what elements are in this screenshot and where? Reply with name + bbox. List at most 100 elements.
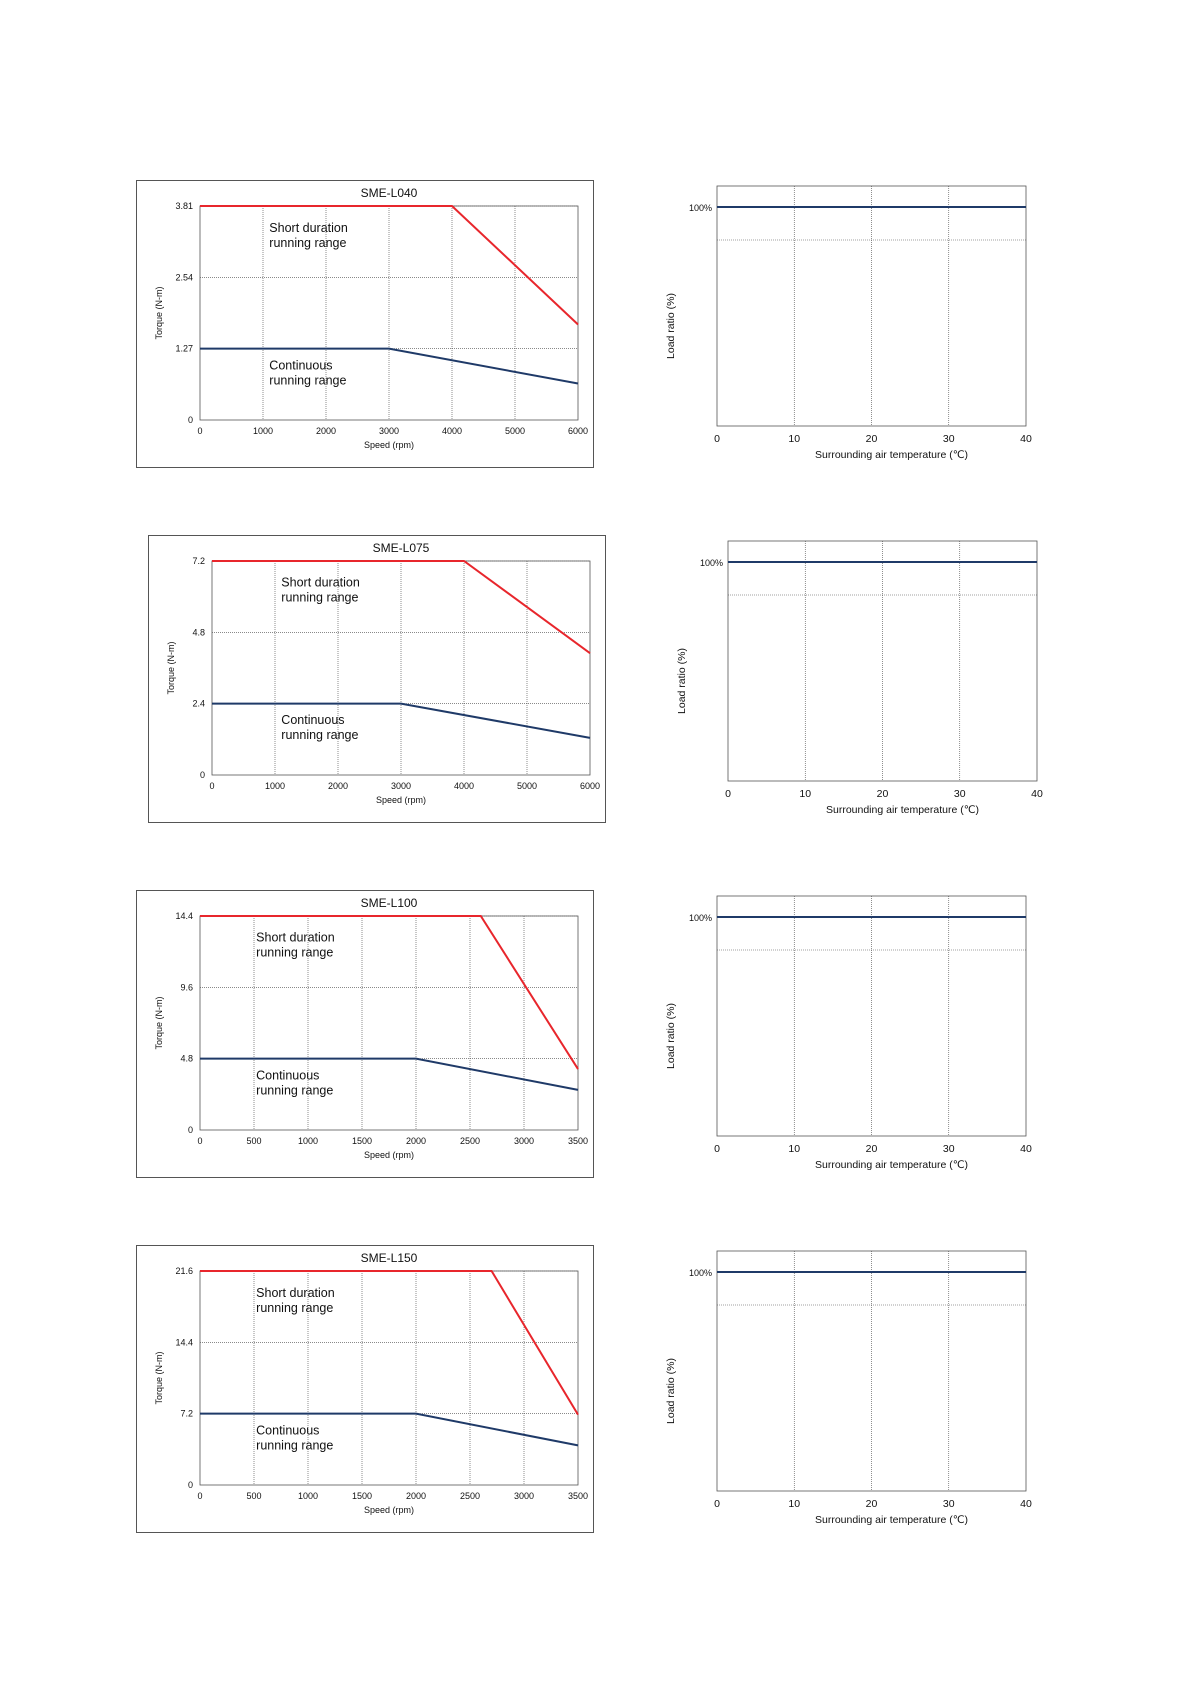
short-duration-line [212, 560, 591, 654]
x-tick-label: 30 [954, 788, 966, 800]
x-tick-label: 1000 [298, 1491, 318, 1501]
x-tick-label: 1000 [253, 426, 273, 436]
x-tick-label: 10 [799, 788, 811, 800]
x-tick-label: 3000 [514, 1136, 534, 1146]
y-tick-label: 100% [689, 203, 712, 213]
chart-frame [148, 535, 606, 823]
x-tick-label: 10 [788, 1143, 800, 1155]
x-tick-label: 0 [714, 1143, 720, 1155]
x-tick-label: 1000 [298, 1136, 318, 1146]
x-axis-label: Surrounding air temperature (℃) [826, 804, 979, 816]
x-tick-label: 0 [714, 433, 720, 445]
load-ratio-chart-2: 0 10 20 30 40 100% Surrounding air temperature… [676, 540, 1043, 816]
y-axis-label: Load ratio (%) [665, 1358, 677, 1424]
torque-chart-sme-l150: SME-L150 0 500 1000 1500 2000 2500 3000 3500 0 7.2… [136, 1245, 594, 1533]
x-tick-label: 6000 [568, 426, 588, 436]
continuous-annotation: Continuous running range [269, 358, 346, 387]
x-axis-label: Speed (rpm) [364, 1150, 414, 1160]
y-tick-label: 100% [689, 913, 712, 923]
continuous-line [200, 347, 579, 385]
x-tick-label: 40 [1020, 1498, 1032, 1510]
x-tick-label: 5000 [505, 426, 525, 436]
x-tick-label: 6000 [580, 781, 600, 791]
y-axis-label: Torque (N-m) [154, 996, 164, 1049]
x-tick-label: 40 [1031, 788, 1043, 800]
x-tick-label: 2000 [406, 1491, 426, 1501]
short-duration-line [200, 205, 579, 326]
x-tick-label: 2000 [406, 1136, 426, 1146]
x-tick-label: 3500 [568, 1136, 588, 1146]
x-tick-label: 5000 [517, 781, 537, 791]
y-tick-label: 4.8 [192, 627, 205, 637]
x-tick-label: 500 [246, 1136, 261, 1146]
x-tick-label: 0 [197, 1136, 202, 1146]
x-tick-label: 500 [246, 1491, 261, 1501]
annotation-line: Short duration [256, 1286, 335, 1300]
x-tick-label: 3000 [514, 1491, 534, 1501]
x-tick-label: 20 [877, 788, 889, 800]
torque-chart-sme-l100: SME-L100 0 500 1000 1500 2000 2500 3000 3500 0 4.8… [136, 890, 594, 1178]
y-tick-label: 1.27 [175, 344, 193, 354]
y-tick-label: 14.4 [175, 911, 193, 921]
x-tick-label: 10 [788, 433, 800, 445]
x-tick-label: 0 [209, 781, 214, 791]
x-tick-label: 2000 [316, 426, 336, 436]
x-axis-label: Speed (rpm) [364, 440, 414, 450]
x-tick-label: 0 [714, 1498, 720, 1510]
y-tick-label: 21.6 [175, 1266, 193, 1276]
x-axis-label: Surrounding air temperature (℃) [815, 449, 968, 461]
y-axis-label: Torque (N-m) [154, 1351, 164, 1404]
x-tick-label: 2500 [460, 1136, 480, 1146]
short-duration-annotation: Short duration running range [281, 575, 360, 604]
x-tick-label: 4000 [454, 781, 474, 791]
x-tick-label: 4000 [442, 426, 462, 436]
annotation-line: running range [281, 590, 358, 604]
load-ratio-chart-1: 0 10 20 30 40 100% Surrounding air temperature… [665, 185, 1032, 461]
y-axis-label: Load ratio (%) [665, 1003, 677, 1069]
annotation-line: running range [269, 373, 346, 387]
chart-frame [136, 180, 594, 468]
annotation-line: running range [256, 1438, 333, 1452]
annotation-line: Short duration [281, 575, 360, 589]
y-tick-label: 14.4 [175, 1337, 193, 1347]
x-tick-label: 1000 [265, 781, 285, 791]
x-axis-label: Surrounding air temperature (℃) [815, 1159, 968, 1171]
x-axis-label: Speed (rpm) [376, 795, 426, 805]
torque-chart-sme-l075: SME-L075 0 1000 2000 3000 4000 5000 6000 0 2.4 4.8… [148, 535, 606, 823]
chart-frame [136, 890, 594, 1178]
annotation-line: running range [256, 945, 333, 959]
y-tick-label: 7.2 [180, 1409, 193, 1419]
annotation-line: Continuous [256, 1423, 319, 1437]
x-tick-label: 40 [1020, 1143, 1032, 1155]
x-axis-label: Speed (rpm) [364, 1505, 414, 1515]
load-ratio-chart-4: 0 10 20 30 40 100% Surrounding air temperature… [665, 1250, 1032, 1526]
chart-title: SME-L150 [361, 1251, 418, 1265]
chart-frame [136, 1245, 594, 1533]
annotation-line: Continuous [281, 713, 344, 727]
continuous-line [200, 1057, 579, 1091]
y-tick-label: 9.6 [180, 982, 193, 992]
y-tick-label: 0 [188, 415, 193, 425]
short-duration-line [200, 1270, 579, 1416]
y-tick-label: 0 [188, 1125, 193, 1135]
x-tick-label: 0 [197, 426, 202, 436]
x-tick-label: 20 [866, 1498, 878, 1510]
y-tick-label: 4.8 [180, 1054, 193, 1064]
x-tick-label: 1500 [352, 1136, 372, 1146]
x-tick-label: 20 [866, 433, 878, 445]
x-tick-label: 30 [943, 1143, 955, 1155]
x-tick-label: 30 [943, 1498, 955, 1510]
y-tick-label: 0 [200, 770, 205, 780]
annotation-line: Continuous [256, 1068, 319, 1082]
annotation-line: running range [256, 1301, 333, 1315]
x-tick-label: 3500 [568, 1491, 588, 1501]
x-tick-label: 1500 [352, 1491, 372, 1501]
x-tick-label: 2500 [460, 1491, 480, 1501]
y-axis-label: Load ratio (%) [665, 293, 677, 359]
continuous-annotation: Continuous running range [256, 1068, 333, 1097]
y-tick-label: 100% [700, 558, 723, 568]
y-tick-label: 3.81 [175, 201, 193, 211]
annotation-line: Short duration [256, 930, 335, 944]
x-tick-label: 10 [788, 1498, 800, 1510]
annotation-line: running range [281, 728, 358, 742]
